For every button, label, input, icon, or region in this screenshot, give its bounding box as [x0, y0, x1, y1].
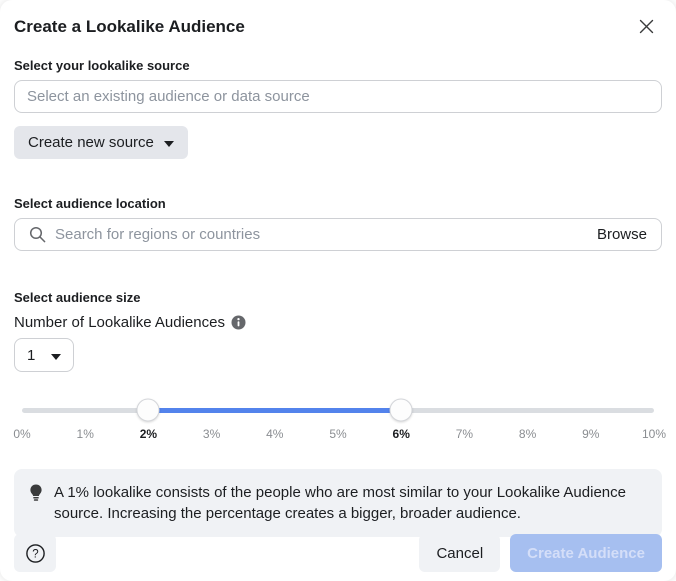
slider-tick-label: 6% [392, 427, 410, 441]
close-icon [637, 17, 656, 39]
lightbulb-icon [28, 484, 44, 502]
slider-tick-labels: 0% 1% 2% 3% 4% 5% 6% 7% 8% 9% 10% [13, 427, 666, 443]
tip-text: A 1% lookalike consists of the people wh… [54, 484, 626, 522]
audience-size-slider: 0% 1% 2% 3% 4% 5% 6% 7% 8% 9% 10% [13, 398, 666, 445]
location-search-field: Browse [14, 218, 662, 251]
question-mark-icon: ? [25, 543, 46, 564]
slider-tick-label: 0% [13, 427, 31, 441]
slider-tick-label: 3% [202, 427, 221, 441]
slider-active-range [148, 408, 402, 413]
browse-link[interactable]: Browse [596, 226, 647, 243]
chevron-down-icon [163, 134, 174, 151]
lookalike-count-label: Number of Lookalike Audiences [14, 314, 225, 331]
slider-tick-label: 9% [582, 427, 600, 441]
dialog-footer: ? Cancel Create Audience [0, 531, 676, 581]
slider-tick-label: 8% [518, 427, 537, 441]
slider-handle-start[interactable] [136, 398, 160, 422]
info-icon[interactable] [231, 315, 246, 330]
chevron-down-icon [51, 347, 61, 364]
slider-tick-label: 10% [641, 427, 667, 441]
create-audience-button[interactable]: Create Audience [510, 534, 662, 572]
audience-location-label: Select audience location [14, 196, 166, 211]
slider-tick-label: 2% [139, 427, 158, 441]
lookalike-source-label: Select your lookalike source [14, 58, 190, 73]
slider-tick-label: 1% [76, 427, 94, 441]
tip-box: A 1% lookalike consists of the people wh… [14, 469, 662, 537]
slider-tick-label: 7% [455, 427, 474, 441]
help-button[interactable]: ? [14, 534, 56, 572]
slider-tick-label: 5% [329, 427, 347, 441]
create-new-source-label: Create new source [28, 134, 154, 151]
close-button[interactable] [630, 12, 662, 44]
dialog-title: Create a Lookalike Audience [14, 17, 245, 36]
audience-size-label: Select audience size [14, 290, 141, 305]
svg-text:?: ? [32, 548, 38, 560]
slider-handle-end[interactable] [389, 398, 413, 422]
search-icon [29, 226, 46, 243]
lookalike-count-dropdown[interactable]: 1 [14, 338, 74, 372]
location-search-input[interactable] [55, 226, 588, 243]
lookalike-source-input[interactable] [14, 80, 662, 113]
cancel-button[interactable]: Cancel [419, 534, 501, 572]
slider-tick-label: 4% [266, 427, 284, 441]
dialog-header: Create a Lookalike Audience [0, 0, 676, 37]
create-new-source-button[interactable]: Create new source [14, 126, 188, 159]
lookalike-count-value: 1 [27, 346, 36, 364]
